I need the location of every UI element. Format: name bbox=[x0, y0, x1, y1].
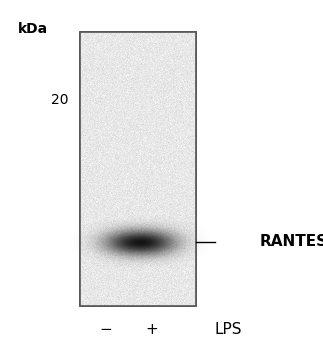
Text: +: + bbox=[146, 323, 158, 338]
Text: 20: 20 bbox=[50, 93, 68, 107]
Text: LPS: LPS bbox=[215, 323, 243, 338]
Bar bbox=[80, 32, 196, 306]
Text: RANTES: RANTES bbox=[260, 234, 323, 250]
Text: kDa: kDa bbox=[18, 22, 48, 36]
Bar bbox=[80, 32, 196, 306]
Text: −: − bbox=[99, 323, 112, 338]
